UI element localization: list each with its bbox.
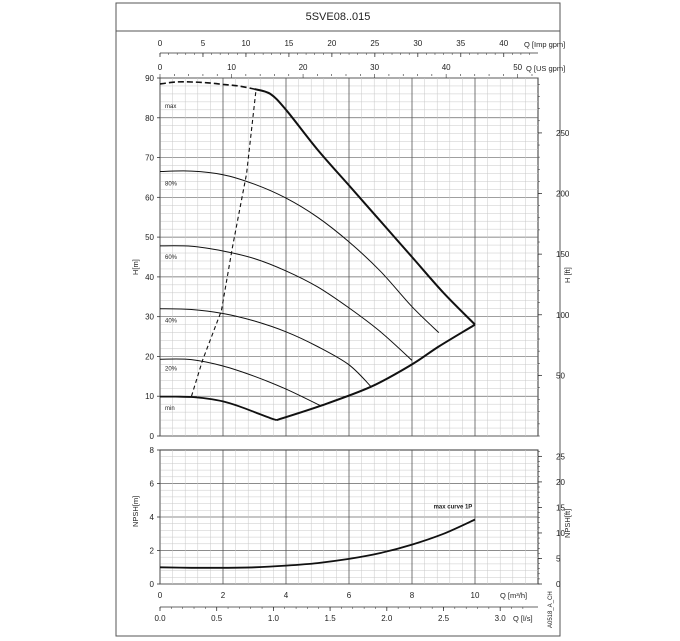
curve-40pct [159, 308, 372, 388]
top-axis-imp-tick-label: 35 [456, 39, 465, 48]
npsh-y-right-tick-label: 20 [556, 478, 565, 487]
curve-layer: max 80% 60% 40% 20% min max curve 1P [159, 80, 476, 569]
chart-title: 5SVE08..015 [306, 11, 371, 23]
bottom-axis-ls-tick-label: 3.0 [495, 614, 507, 623]
dashed-limit-line [190, 89, 257, 397]
npsh-y-tick-label: 8 [150, 446, 155, 455]
bottom-axis-ls-tick-label: 2.5 [438, 614, 450, 623]
npsh-curve-label: max curve 1P [434, 505, 473, 511]
head-y-tick-label: 60 [145, 193, 154, 202]
top-axis-imp-tick-label: 20 [327, 39, 336, 48]
top-axis-us-tick-label: 20 [299, 63, 308, 72]
npsh-y-right-tick-label: 0 [556, 580, 561, 589]
bottom-axis-ls-tick-label: 1.5 [325, 614, 337, 623]
bottom-axis-ls-tick-label: 0.0 [154, 614, 166, 623]
npsh-y-right-tick-label: 25 [556, 452, 565, 461]
npsh-y-tick-label: 2 [150, 547, 155, 556]
top-axis-us-tick-label: 30 [370, 63, 379, 72]
curve-max-dashed [159, 80, 255, 90]
curve-80pct [159, 170, 440, 333]
top-axis-imp-tick-label: 25 [370, 39, 379, 48]
curve-label-min: min [165, 406, 175, 412]
head-y-tick-label: 70 [145, 154, 154, 163]
bottom-axis-ls-label: Q [l/s] [513, 614, 533, 623]
top-axis-us-tick-label: 0 [158, 63, 163, 72]
top-axis-us-tick-label: 40 [442, 63, 451, 72]
head-y-label: H[m] [131, 259, 140, 275]
head-y-tick-label: 30 [145, 313, 154, 322]
npsh-y-right-label: NPSH[ft] [563, 509, 572, 538]
npsh-y-label: NPSH[m] [131, 496, 140, 527]
head-y-tick-label: 40 [145, 273, 154, 282]
top-axis-imp-tick-label: 30 [413, 39, 422, 48]
bottom-axis-m3h-tick-label: 2 [221, 591, 226, 600]
bottom-axis-m3h-tick-label: 0 [158, 591, 163, 600]
efficiency-limit-curve [276, 323, 476, 422]
top-axis-imp-tick-label: 15 [284, 39, 293, 48]
head-y-right-tick-label: 100 [556, 311, 570, 320]
npsh-y-right-tick-label: 15 [556, 503, 565, 512]
curve-label-max: max [165, 104, 176, 110]
footer-code: A0518_A_CH [548, 591, 554, 628]
head-y-right-tick-label: 150 [556, 250, 570, 259]
top-axis-imp-tick-label: 0 [158, 39, 163, 48]
npsh-y-tick-label: 0 [150, 580, 155, 589]
head-y-tick-label: 80 [145, 114, 154, 123]
npsh-curve [159, 518, 476, 569]
bottom-axis-ls-tick-label: 2.0 [381, 614, 393, 623]
head-y-right-tick-label: 50 [556, 371, 565, 380]
head-y-tick-label: 0 [150, 432, 155, 441]
top-axis-imp-tick-label: 10 [241, 39, 250, 48]
curve-20pct [159, 358, 321, 407]
npsh-y-right-tick-label: 5 [556, 554, 561, 563]
grid-layer [159, 77, 538, 585]
curve-label-80pct: 80% [165, 181, 178, 187]
head-y-right-label: H [ft] [563, 267, 572, 283]
bottom-axis-ls-tick-label: 1.0 [268, 614, 280, 623]
npsh-y-tick-label: 4 [150, 513, 155, 522]
axis-layer: 0 5 10 15 20 25 30 35 400 10 20 30 40 500102030405060… [145, 39, 570, 623]
head-y-right-tick-label: 250 [556, 129, 570, 138]
bottom-axis-m3h-tick-label: 8 [410, 591, 415, 600]
head-y-tick-label: 50 [145, 233, 154, 242]
curve-max [254, 88, 476, 326]
head-y-right-tick-label: 200 [556, 190, 570, 199]
top-axis-us-tick-label: 10 [227, 63, 236, 72]
npsh-y-tick-label: 6 [150, 480, 155, 489]
top-axis-us-label: Q [US gpm] [526, 64, 565, 73]
top-axis-imp-tick-label: 40 [499, 39, 508, 48]
curve-min [159, 395, 277, 421]
head-y-tick-label: 90 [145, 74, 154, 83]
head-y-tick-label: 10 [145, 392, 154, 401]
bottom-axis-m3h-tick-label: 6 [347, 591, 352, 600]
bottom-axis-m3h-tick-label: 10 [471, 591, 480, 600]
outer-frame [115, 2, 561, 637]
top-axis-imp-label: Q [Imp gpm] [524, 40, 565, 49]
curve-label-40pct: 40% [165, 319, 178, 325]
head-y-tick-label: 20 [145, 352, 154, 361]
top-axis-us-tick-label: 50 [513, 63, 522, 72]
npsh-y-right-tick-label: 10 [556, 529, 565, 538]
curve-label-20pct: 20% [165, 366, 178, 372]
bottom-axis-ls-tick-label: 0.5 [211, 614, 223, 623]
bottom-axis-m3h-label: Q [m³/h] [500, 591, 527, 600]
curve-label-60pct: 60% [165, 255, 178, 261]
top-axis-imp-tick-label: 5 [201, 39, 206, 48]
bottom-axis-m3h-tick-label: 4 [284, 591, 289, 600]
curve-60pct [159, 245, 413, 361]
